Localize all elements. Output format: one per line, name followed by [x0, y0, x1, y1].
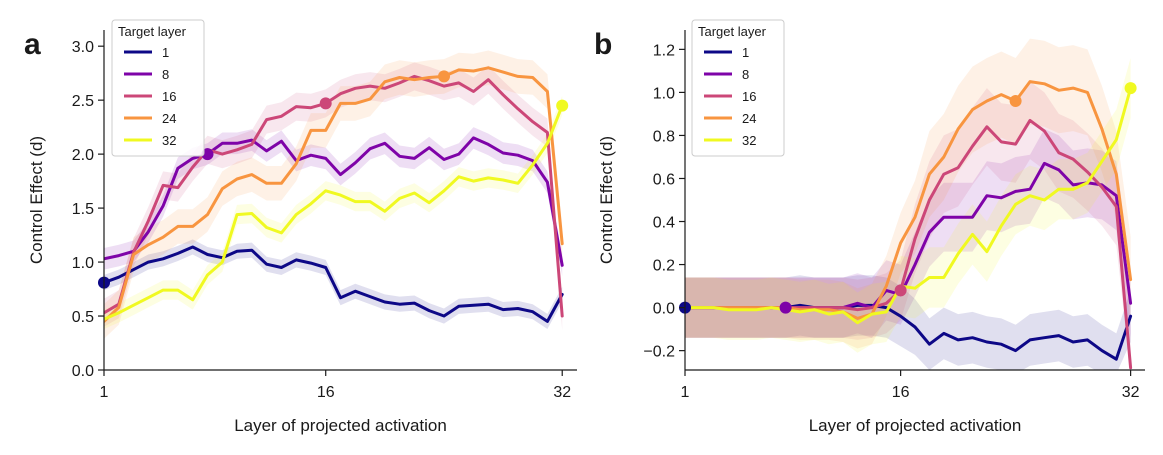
y-tick-label: 0.2 — [653, 258, 675, 275]
x-axis-label: Layer of projected activation — [234, 416, 447, 435]
y-tick-label: 2.0 — [72, 147, 94, 164]
legend-label-24: 24 — [162, 111, 176, 126]
band-target-layer-32 — [104, 95, 563, 329]
y-ticks: −0.2 0.0 0.2 0.4 0.6 0.8 1.0 1.2 — [643, 42, 685, 361]
legend-label-24: 24 — [742, 111, 756, 126]
band-target-layer-24 — [104, 50, 563, 339]
line-target-layer-24 — [104, 66, 564, 323]
marker-target-layer-32 — [556, 99, 569, 112]
y-tick-label: 3.0 — [72, 39, 94, 56]
y-tick-label: 1.0 — [653, 85, 675, 102]
x-ticks: 1 16 32 — [100, 370, 571, 401]
legend-title: Target layer — [698, 24, 767, 39]
legend-frame — [691, 19, 785, 157]
y-tick-label: 0.8 — [653, 128, 675, 145]
y-tick-label: 2.5 — [72, 93, 94, 110]
legend-label-32: 32 — [162, 133, 176, 148]
panel-b: b −0.2 0.0 0.2 0.4 0.6 0.8 1.0 1.2 1 16 32 Layer … — [594, 19, 1145, 435]
legend-frame — [111, 19, 205, 157]
line-target-layer-16 — [104, 74, 564, 318]
panel-label-a: a — [24, 28, 41, 61]
y-ticks: 0.0 0.5 1.0 1.5 2.0 2.5 3.0 — [72, 39, 104, 380]
legend-label-32: 32 — [742, 133, 756, 148]
x-tick-label: 1 — [100, 384, 109, 401]
marker-target-layer-32 — [1124, 82, 1137, 95]
legend: Target layer 1 8 16 24 32 — [111, 19, 205, 157]
line-target-layer-1 — [104, 245, 564, 323]
x-tick-label: 32 — [1122, 384, 1140, 401]
x-tick-label: 16 — [317, 384, 335, 401]
y-tick-label: 1.2 — [653, 42, 675, 59]
y-tick-label: 0.0 — [72, 363, 94, 380]
series-lines — [104, 66, 564, 323]
x-ticks: 1 16 32 — [681, 370, 1140, 401]
marker-target-layer-16 — [319, 97, 332, 110]
legend-label-1: 1 — [162, 45, 169, 60]
x-tick-label: 32 — [553, 384, 571, 401]
line-target-layer-32 — [104, 104, 564, 321]
legend-label-1: 1 — [742, 45, 749, 60]
series-lines — [685, 80, 1133, 370]
y-axis-label: Control Effect (d) — [597, 136, 616, 264]
x-tick-label: 1 — [681, 384, 690, 401]
target-layer-markers — [98, 70, 569, 289]
target-layer-markers — [679, 82, 1137, 314]
line-target-layer-24 — [685, 80, 1133, 320]
band-target-layer-32 — [685, 58, 1131, 353]
legend-label-8: 8 — [162, 67, 169, 82]
marker-target-layer-16 — [894, 284, 907, 297]
y-tick-label: 1.5 — [72, 201, 94, 218]
legend-title: Target layer — [118, 24, 187, 39]
y-tick-label: 0.4 — [653, 215, 675, 232]
legend-label-16: 16 — [162, 89, 176, 104]
y-tick-label: 0.6 — [653, 171, 675, 188]
panel-label-b: b — [594, 28, 612, 61]
x-tick-label: 16 — [892, 384, 910, 401]
y-tick-label: 1.0 — [72, 255, 94, 272]
band-target-layer-24 — [685, 38, 1131, 349]
band-target-layer-16 — [685, 81, 1131, 370]
marker-target-layer-8 — [779, 301, 792, 314]
band-target-layer-8 — [104, 127, 563, 277]
panel-a: a 0.0 0.5 1.0 1.5 2.0 2.5 3.0 1 16 32 Layer of p… — [24, 19, 577, 435]
line-target-layer-32 — [685, 86, 1133, 325]
legend: Target layer 1 8 16 24 32 — [691, 19, 785, 157]
y-tick-label: −0.2 — [643, 344, 675, 361]
x-axis-label: Layer of projected activation — [809, 416, 1022, 435]
line-target-layer-8 — [104, 136, 564, 267]
y-tick-label: 0.0 — [653, 301, 675, 318]
y-tick-label: 0.5 — [72, 309, 94, 326]
y-axis-label: Control Effect (d) — [27, 136, 46, 264]
marker-target-layer-24 — [438, 70, 450, 83]
band-target-layer-8 — [685, 129, 1131, 338]
marker-target-layer-24 — [1009, 95, 1022, 107]
legend-label-8: 8 — [742, 67, 749, 82]
legend-label-16: 16 — [742, 89, 756, 104]
